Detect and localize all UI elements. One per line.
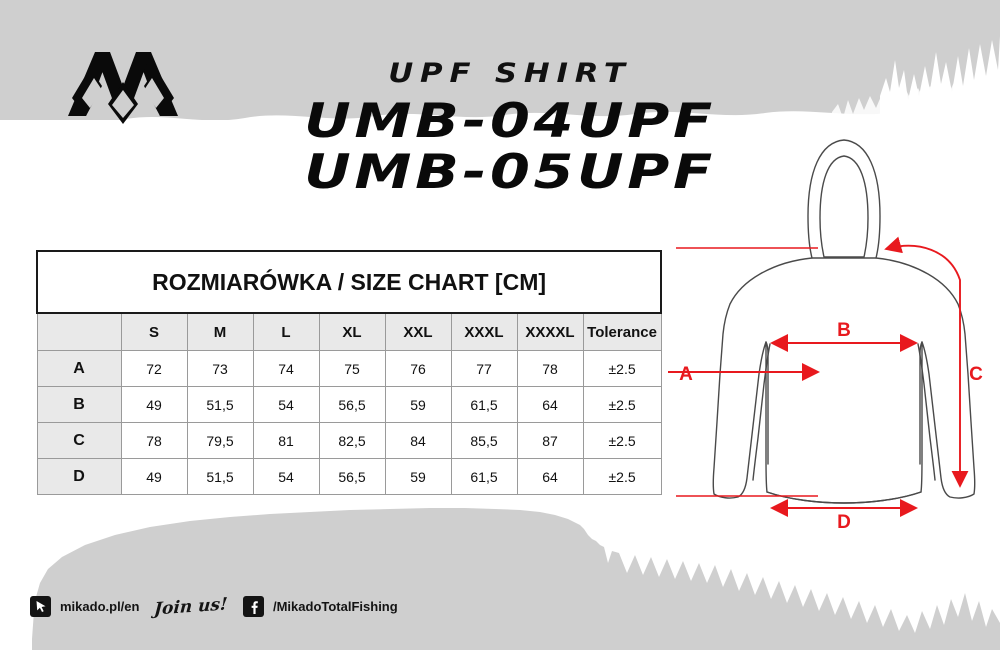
size-chart-table: ROZMIARÓWKA / SIZE CHART [CM] S M L XL X… <box>35 250 663 495</box>
website-label[interactable]: mikado.pl/en <box>60 599 140 614</box>
garment-diagram: A B C D <box>568 128 1000 533</box>
cell-b-xxxxl: 64 <box>516 386 584 423</box>
model-code-2: UMB-05UPF <box>304 144 716 200</box>
table-header-row: S M L XL XXL XXXL XXXXL Tolerance <box>36 312 662 351</box>
header-size-m: M <box>186 312 254 351</box>
cell-d-xl: 56,5 <box>318 458 386 495</box>
cell-b-xl: 56,5 <box>318 386 386 423</box>
cell-c-l: 81 <box>252 422 320 459</box>
cell-a-xl: 75 <box>318 350 386 387</box>
table-row: D 49 51,5 54 56,5 59 61,5 64 ±2.5 <box>36 458 662 495</box>
cell-b-tol: ±2.5 <box>582 386 662 423</box>
mid-white-grunge-edge <box>0 100 1000 140</box>
cell-d-xxl: 59 <box>384 458 452 495</box>
table-row: C 78 79,5 81 82,5 84 85,5 87 ±2.5 <box>36 422 662 459</box>
cell-b-xxxl: 61,5 <box>450 386 518 423</box>
row-label-d: D <box>36 458 122 495</box>
cell-c-xxxxl: 87 <box>516 422 584 459</box>
measure-label-c: C <box>969 364 983 385</box>
cell-c-tol: ±2.5 <box>582 422 662 459</box>
measure-label-b: B <box>837 320 851 341</box>
cell-c-s: 78 <box>120 422 188 459</box>
cell-c-xxl: 84 <box>384 422 452 459</box>
header-tolerance: Tolerance <box>582 312 662 351</box>
cell-d-m: 51,5 <box>186 458 254 495</box>
header-size-xl: XL <box>318 312 386 351</box>
header-corner <box>36 312 122 351</box>
mikado-logo <box>68 42 178 124</box>
size-chart-title: ROZMIARÓWKA / SIZE CHART [CM] <box>35 250 663 314</box>
cell-a-xxxl: 77 <box>450 350 518 387</box>
title-block: UPF SHIRT UMB-04UPF UMB-05UPF <box>250 60 770 199</box>
footer-bar: mikado.pl/en Join us! /MikadoTotalFishin… <box>30 593 398 620</box>
header-size-s: S <box>120 312 188 351</box>
cell-c-xxxl: 85,5 <box>450 422 518 459</box>
table-row: A 72 73 74 75 76 77 78 ±2.5 <box>36 350 662 387</box>
facebook-icon <box>242 596 264 617</box>
table-title-row: ROZMIARÓWKA / SIZE CHART [CM] <box>35 250 663 314</box>
header-size-xxl: XXL <box>384 312 452 351</box>
header-size-xxxl: XXXL <box>450 312 518 351</box>
cell-b-s: 49 <box>120 386 188 423</box>
table-row: B 49 51,5 54 56,5 59 61,5 64 ±2.5 <box>36 386 662 423</box>
model-code-1: UMB-04UPF <box>304 94 716 149</box>
cell-d-tol: ±2.5 <box>582 458 662 495</box>
cell-d-xxxxl: 64 <box>516 458 584 495</box>
cell-a-m: 73 <box>186 350 254 387</box>
cell-a-l: 74 <box>252 350 320 387</box>
cell-d-s: 49 <box>120 458 188 495</box>
facebook-label[interactable]: /MikadoTotalFishing <box>272 599 398 614</box>
measure-label-a: A <box>679 364 693 385</box>
product-subtitle: UPF SHIRT <box>388 58 632 89</box>
cell-c-m: 79,5 <box>186 422 254 459</box>
row-label-b: B <box>36 386 122 423</box>
cursor-icon <box>30 596 51 617</box>
cell-c-xl: 82,5 <box>318 422 386 459</box>
header-size-l: L <box>252 312 320 351</box>
cell-a-s: 72 <box>120 350 188 387</box>
cell-b-l: 54 <box>252 386 320 423</box>
cell-a-tol: ±2.5 <box>582 350 662 387</box>
cell-a-xxxxl: 78 <box>516 350 584 387</box>
cell-d-xxxl: 61,5 <box>450 458 518 495</box>
row-label-c: C <box>36 422 122 459</box>
cell-d-l: 54 <box>252 458 320 495</box>
measure-label-d: D <box>837 512 851 532</box>
row-label-a: A <box>36 350 122 387</box>
cell-a-xxl: 76 <box>384 350 452 387</box>
cell-b-xxl: 59 <box>384 386 452 423</box>
join-us-label: Join us! <box>153 593 229 620</box>
cell-b-m: 51,5 <box>186 386 254 423</box>
header-size-xxxxl: XXXXL <box>516 312 584 351</box>
